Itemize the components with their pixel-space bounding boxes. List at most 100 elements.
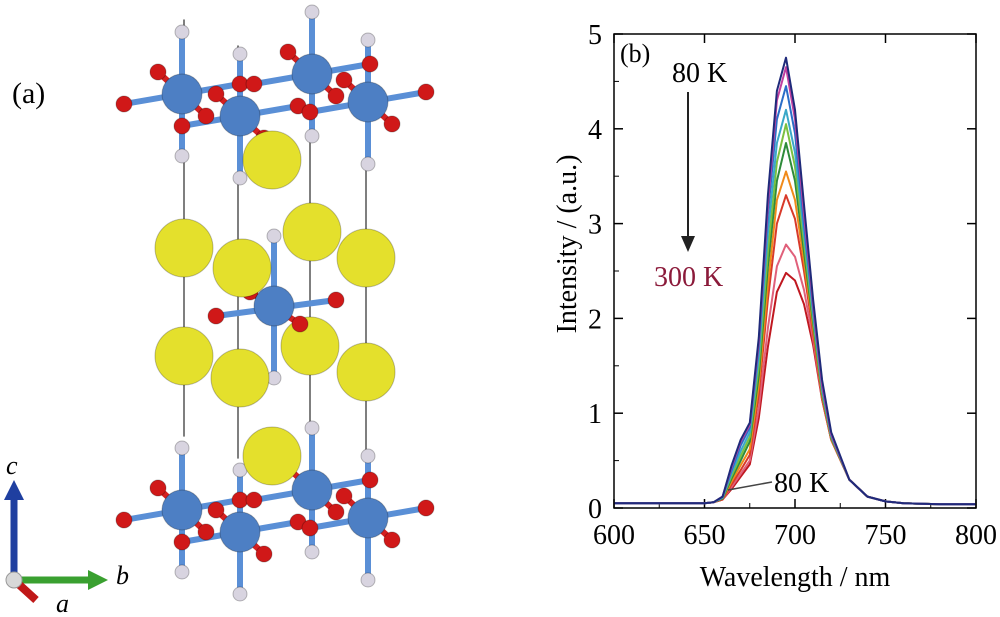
- oxygen-atom: [327, 503, 345, 521]
- oxygen-atom: [417, 499, 435, 517]
- oxygen-atom: [327, 87, 345, 105]
- metal-atom: [291, 469, 333, 511]
- x-tick-label: 750: [865, 520, 907, 551]
- oxygen-atom: [301, 519, 319, 537]
- c-axis-arrowhead: [4, 480, 24, 500]
- chart-axes: 600 650 700 750 800 0 1 2 3 4 5: [588, 20, 997, 551]
- oxygen-atom: [327, 291, 345, 309]
- large-cation-atom: [242, 426, 302, 486]
- large-cation-atom: [242, 130, 302, 190]
- apical-atom: [232, 170, 248, 186]
- axis-origin: [5, 571, 23, 589]
- oxygen-atom: [207, 307, 225, 325]
- y-axis-title: Intensity / (a.u.): [552, 155, 583, 334]
- annotation-300k: 300 K: [654, 262, 723, 293]
- large-cation-atom: [336, 228, 396, 288]
- oxygen-atom: [197, 107, 215, 125]
- spectra-chart: 600 650 700 750 800 0 1 2 3 4 5 (b) 80 K 300 K 80 …: [552, 20, 997, 593]
- temperature-arrowhead: [681, 236, 695, 252]
- b-axis-arrowhead: [88, 570, 108, 590]
- annotation-80k-leader: [727, 481, 773, 491]
- oxygen-atom: [245, 75, 263, 93]
- axis-triad: c b a: [4, 451, 129, 617]
- apical-atom: [360, 156, 376, 172]
- oxygen-atom: [207, 85, 225, 103]
- y-tick-label: 2: [588, 304, 602, 335]
- oxygen-atom: [361, 471, 379, 489]
- metal-atom: [291, 53, 333, 95]
- large-cation-atom: [282, 202, 342, 262]
- oxygen-atom: [301, 103, 319, 121]
- oxygen-atom: [149, 63, 167, 81]
- apical-atom: [174, 440, 190, 456]
- metal-atom: [161, 489, 203, 531]
- panel-a-label: (a): [12, 77, 45, 110]
- oxygen-atom: [335, 487, 353, 505]
- large-cation-atom: [154, 218, 214, 278]
- oxygen-atom: [115, 511, 133, 529]
- oxygen-atom: [173, 117, 191, 135]
- oxygen-atom: [361, 55, 379, 73]
- x-tick-label: 600: [593, 520, 635, 551]
- chart-series: [614, 56, 976, 506]
- metal-atom: [347, 497, 389, 539]
- x-axis-title: Wavelength / nm: [700, 562, 891, 593]
- apical-atom: [232, 586, 248, 602]
- crystal-structure-panel: (a) c b a: [4, 4, 435, 617]
- metal-atom: [161, 73, 203, 115]
- plot-frame: [613, 33, 977, 509]
- metal-atom: [253, 285, 295, 327]
- apical-atom: [174, 148, 190, 164]
- x-tick-label: 650: [684, 520, 726, 551]
- metal-atom: [219, 511, 261, 553]
- a-axis-label: a: [56, 589, 69, 617]
- metal-atom: [219, 95, 261, 137]
- apical-atom: [304, 420, 320, 436]
- apical-atom: [304, 4, 320, 20]
- annotation-80k-edge: 80 K: [774, 468, 829, 499]
- oxygen-atom: [197, 523, 215, 541]
- annotation-80k-top: 80 K: [672, 58, 727, 89]
- apical-atom: [174, 24, 190, 40]
- apical-atom: [360, 572, 376, 588]
- oxygen-atom: [383, 115, 401, 133]
- oxygen-atom: [291, 315, 309, 333]
- apical-atom: [174, 564, 190, 580]
- oxygen-atom: [173, 533, 191, 551]
- oxygen-atom: [149, 479, 167, 497]
- oxygen-atom: [207, 501, 225, 519]
- series-line: [614, 194, 976, 506]
- c-axis-label: c: [6, 451, 18, 480]
- metal-atom: [347, 81, 389, 123]
- apical-atom: [360, 448, 376, 464]
- y-tick-label: 4: [588, 115, 602, 146]
- apical-atom: [304, 128, 320, 144]
- apical-atom: [360, 32, 376, 48]
- oxygen-atom: [335, 71, 353, 89]
- apical-atom: [304, 544, 320, 560]
- oxygen-atom: [417, 83, 435, 101]
- large-cation-atom: [154, 326, 214, 386]
- y-tick-label: 5: [588, 20, 602, 51]
- oxygen-atom: [115, 95, 133, 113]
- large-cation-atom: [210, 348, 270, 408]
- oxygen-atom: [279, 43, 297, 61]
- x-tick-label: 700: [774, 520, 816, 551]
- oxygen-atom: [245, 491, 263, 509]
- oxygen-atom: [255, 545, 273, 563]
- b-axis-label: b: [116, 561, 129, 590]
- y-tick-label: 1: [588, 399, 602, 430]
- large-cation-atom: [280, 316, 340, 376]
- apical-atom: [232, 46, 248, 62]
- panel-b-label: (b): [620, 39, 650, 68]
- x-tick-label: 800: [955, 520, 997, 551]
- large-cation-atom: [212, 238, 272, 298]
- oxygen-atom: [383, 531, 401, 549]
- crystal-structure: [115, 4, 435, 602]
- y-tick-label: 3: [588, 210, 602, 241]
- apical-atom: [266, 228, 282, 244]
- y-tick-label: 0: [588, 494, 602, 525]
- series-line: [614, 56, 976, 506]
- atoms-layer: [115, 4, 435, 602]
